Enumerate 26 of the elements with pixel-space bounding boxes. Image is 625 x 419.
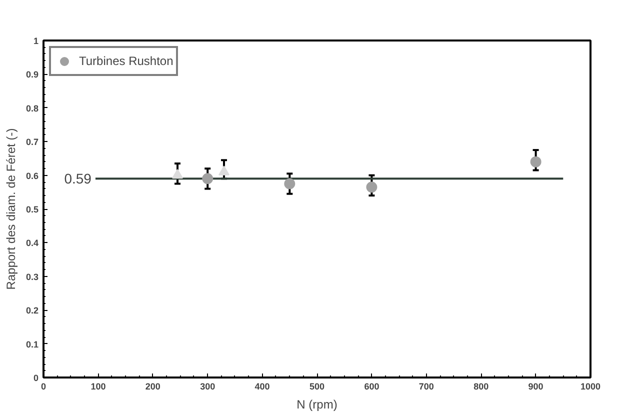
y-tick-label: 0.8 [26, 103, 39, 114]
y-tick-label: 0.5 [26, 204, 39, 214]
x-tick-label: 900 [528, 382, 544, 392]
y-axis-title: Rapport des diam. de Féret (-) [4, 128, 18, 290]
y-tick-label: 0.6 [26, 170, 39, 181]
x-tick-label: 0 [40, 382, 46, 392]
x-tick-label: 100 [90, 382, 106, 392]
y-tick-label: 0.3 [26, 272, 39, 282]
x-tick-label: 200 [145, 382, 160, 392]
y-tick-label: 0 [33, 373, 39, 383]
x-tick-label: 1000 [580, 382, 601, 392]
y-tick-label: 0.1 [26, 339, 39, 350]
x-tick-label: 600 [364, 382, 380, 392]
x-tick-label: 300 [200, 382, 216, 392]
y-tick-label: 1 [33, 36, 39, 46]
x-axis-title: N (rpm) [296, 398, 338, 412]
y-tick-label: 0.2 [26, 306, 39, 316]
annotation: 0.59 [64, 170, 92, 187]
legend-label: Turbines Rushton [79, 54, 174, 68]
x-tick-label: 400 [254, 382, 270, 392]
x-tick-label: 800 [474, 382, 489, 392]
y-tick-label: 0.4 [26, 238, 39, 248]
x-tick-label: 500 [309, 382, 325, 392]
y-tick-label: 0.9 [26, 70, 39, 80]
x-tick-label: 700 [418, 382, 434, 392]
y-tick-label: 0.7 [26, 137, 39, 148]
